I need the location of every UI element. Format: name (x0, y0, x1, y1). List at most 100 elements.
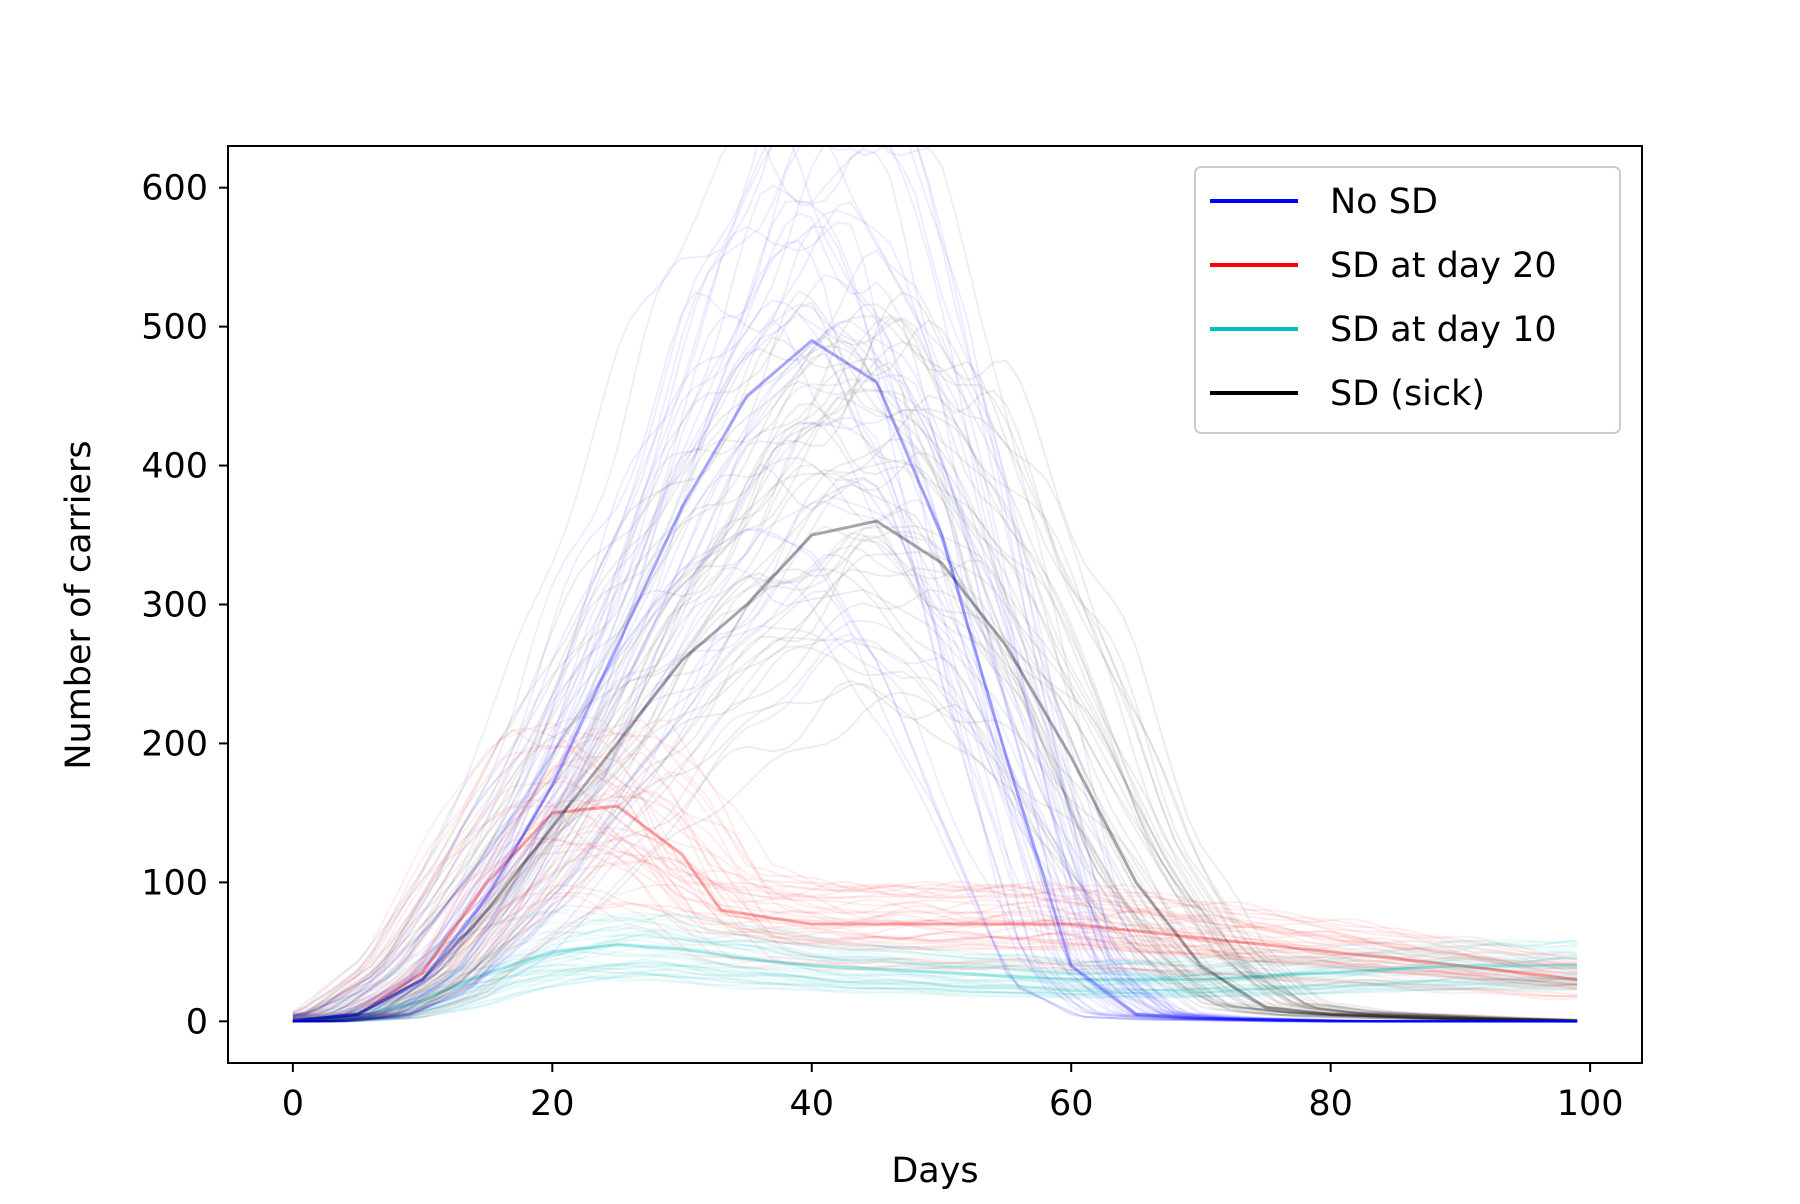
series-run-line (292, 402, 1578, 1023)
x-tick-label: 60 (1049, 1084, 1094, 1124)
series-run-line (292, 719, 1578, 1023)
series-run-line (292, 962, 1578, 1023)
series-run-line (292, 146, 1578, 1023)
series-run-line (292, 799, 1578, 1022)
series-run-line (292, 963, 1578, 1021)
y-tick-label: 500 (141, 308, 208, 348)
x-tick-label: 80 (1308, 1084, 1353, 1124)
series-line (292, 519, 1578, 1023)
y-tick-label: 100 (141, 863, 208, 903)
x-tick-label: 0 (282, 1084, 304, 1124)
y-tick-label: 400 (141, 447, 208, 487)
series-run-line (292, 408, 1578, 1023)
series-run-line (292, 837, 1578, 1019)
series-run-line (292, 566, 1578, 1023)
series-run-line (292, 927, 1578, 1021)
series-run-line (292, 319, 1578, 1023)
series-run-line (292, 856, 1578, 1023)
series-run-line (292, 951, 1578, 1022)
series-run-line (292, 846, 1578, 1021)
series-run-line (292, 317, 1578, 1023)
series-run-line (292, 969, 1578, 1021)
series-run-line (292, 722, 1578, 1014)
series-run-line (292, 361, 1578, 1023)
series-run-line (292, 318, 1578, 1023)
series-run-line (292, 763, 1578, 1022)
series-run-line (292, 339, 1578, 1023)
series-run-line (292, 976, 1578, 1022)
series-run-line (292, 320, 1578, 1023)
series-run-line (292, 146, 1578, 1023)
series-run-line (292, 960, 1578, 1022)
series-run-line (292, 535, 1578, 1023)
series-run-line (292, 201, 1578, 1023)
series-run-line (292, 315, 1578, 1023)
series-run-line (292, 727, 1578, 1023)
series-run-line (292, 301, 1578, 1023)
series-run-line (292, 352, 1578, 1023)
series-run-line (292, 394, 1578, 1023)
series-run-line (292, 578, 1578, 1023)
series-run-line (292, 784, 1578, 1023)
series-run-line (292, 946, 1578, 1020)
series-run-line (292, 910, 1578, 1017)
series-run-line (292, 969, 1578, 1023)
series-run-line (292, 942, 1578, 1023)
series-run-line (292, 974, 1578, 1023)
series-run-line (292, 853, 1578, 1023)
legend-label: SD at day 10 (1330, 310, 1557, 350)
series-run-line (292, 299, 1578, 1023)
legend-label: No SD (1330, 182, 1438, 222)
series-run-line (292, 798, 1578, 1023)
series-run-line (292, 146, 1578, 1023)
series-run-line (292, 968, 1578, 1021)
legend-box (1194, 166, 1621, 434)
series-run-line (292, 459, 1578, 1023)
series-run-line (292, 303, 1578, 1023)
series-run-line (292, 755, 1578, 1023)
series-run-line (292, 860, 1578, 1023)
x-axis-label: Days (891, 1151, 978, 1191)
x-axis: 0 20 40 60 80 100 (282, 1063, 1624, 1124)
series-run-line (292, 208, 1578, 1023)
series-run-line (292, 911, 1578, 1023)
series-run-line (292, 933, 1578, 1023)
series-run-line (292, 929, 1578, 1023)
series-run-line (292, 942, 1578, 1023)
series-run-line (292, 374, 1578, 1023)
series-run-line (292, 952, 1578, 1019)
series-run-line (292, 619, 1578, 1023)
x-tick-label: 20 (530, 1084, 575, 1124)
series-run-line (292, 146, 1578, 1023)
series-run-line (292, 932, 1578, 1023)
series-run-line (292, 795, 1578, 1023)
series-run-line (292, 390, 1578, 1023)
series-run-line (292, 934, 1578, 1023)
series-1-runs (292, 716, 1578, 1023)
series-run-line (292, 789, 1578, 1023)
series-run-line (292, 683, 1578, 1023)
series-run-line (292, 972, 1578, 1023)
series-run-line (292, 146, 1578, 1023)
series-run-line (292, 249, 1578, 1023)
series-run-line (292, 212, 1578, 1023)
series-run-line (292, 716, 1578, 1021)
series-run-line (292, 498, 1578, 1023)
y-axis-label: Number of carriers (59, 440, 99, 769)
series-run-line (292, 732, 1578, 1023)
series-run-line (292, 909, 1578, 1018)
series-run-line (292, 323, 1578, 1023)
series-run-line (292, 380, 1578, 1023)
series-run-line (292, 645, 1578, 1023)
series-run-line (292, 396, 1578, 1023)
series-run-line (292, 799, 1578, 1016)
series-run-line (292, 947, 1578, 1023)
series-run-line (292, 744, 1578, 1018)
series-run-line (292, 303, 1578, 1023)
series-line (292, 943, 1578, 1023)
series-run-line (292, 679, 1578, 1023)
series-run-line (292, 954, 1578, 1023)
series-run-line (292, 830, 1578, 1023)
